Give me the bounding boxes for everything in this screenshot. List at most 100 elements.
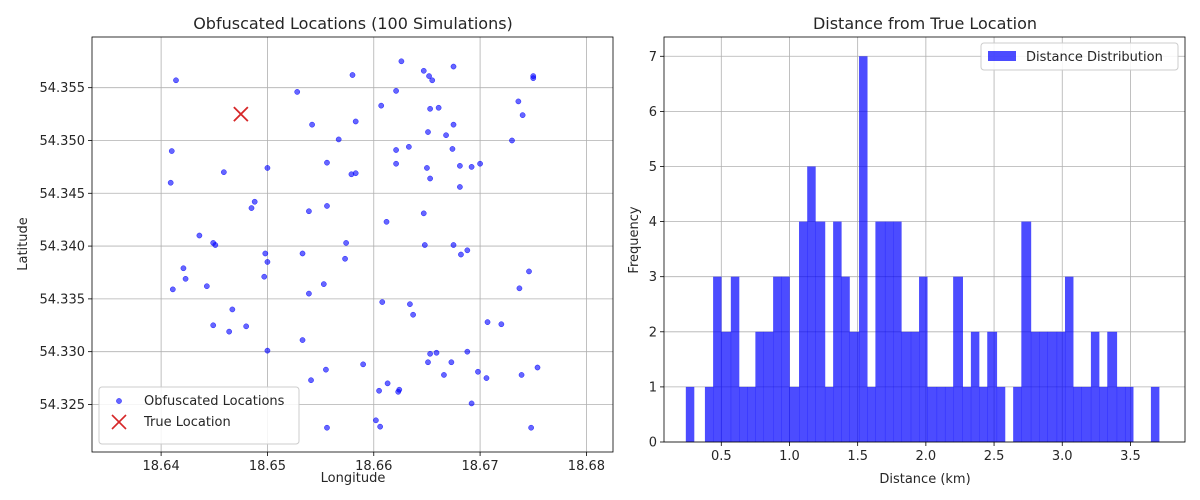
- histogram-bar: [919, 276, 928, 442]
- histogram-bar: [773, 276, 782, 442]
- obfuscated-location-point: [464, 348, 471, 355]
- obfuscated-location-point: [516, 285, 523, 292]
- obfuscated-location-point: [449, 146, 456, 152]
- obfuscated-location-point: [348, 171, 355, 178]
- obfuscated-location-point: [324, 203, 330, 209]
- histogram-y-tick-label: 6: [649, 105, 657, 120]
- obfuscated-location-point: [309, 121, 315, 128]
- obfuscated-location-point: [324, 424, 330, 431]
- histogram-y-tick-label: 4: [649, 215, 657, 230]
- histogram-bar: [1039, 331, 1048, 442]
- histogram-bar: [1064, 276, 1074, 442]
- scatter-y-tick-label: 54.355: [40, 81, 86, 96]
- obfuscated-location-point: [406, 143, 412, 150]
- histogram-bar: [1124, 386, 1134, 442]
- obfuscated-location-point: [378, 102, 385, 109]
- obfuscated-location-point: [349, 72, 356, 78]
- obfuscated-location-point: [468, 400, 475, 407]
- histogram-x-tick-label: 1.5: [847, 449, 868, 464]
- scatter-y-tick-label: 54.350: [40, 134, 86, 149]
- obfuscated-location-point: [220, 169, 227, 176]
- obfuscated-location-point: [420, 67, 427, 74]
- scatter-legend-box: [98, 386, 300, 445]
- histogram-x-tick-label: 1.0: [779, 449, 800, 464]
- scatter-x-tick-label: 18.66: [355, 459, 392, 474]
- histogram-bar: [1107, 331, 1118, 442]
- obfuscated-location-point: [484, 319, 491, 325]
- scatter-x-tick-label: 18.64: [143, 459, 180, 474]
- obfuscated-location-point: [530, 75, 537, 82]
- obfuscated-location-point: [251, 198, 258, 205]
- obfuscated-location-point: [420, 210, 427, 217]
- obfuscated-location-point: [433, 349, 440, 356]
- histogram-x-ticks: 0.5 1.0 1.5 2.0 2.5 3.0 3.5: [711, 442, 1141, 464]
- histogram-bar: [1099, 386, 1108, 442]
- histogram-bar: [867, 386, 876, 442]
- obfuscated-location-point: [450, 242, 457, 248]
- obfuscated-location-point: [323, 366, 329, 373]
- histogram-bar: [781, 276, 790, 442]
- histogram-bar: [1073, 386, 1082, 442]
- histogram-x-tick-label: 2.5: [984, 449, 1005, 464]
- obfuscated-location-point: [226, 328, 233, 335]
- scatter-x-ticks: 18.64 18.65 18.66 18.67 18.68: [143, 452, 605, 474]
- histogram-y-axis-label: Frequency: [627, 206, 642, 273]
- obfuscated-location-point: [435, 104, 442, 111]
- obfuscated-location-point: [395, 388, 402, 395]
- obfuscated-location-point: [169, 286, 176, 293]
- histogram-legend: Distance Distribution: [980, 42, 1179, 71]
- scatter-legend: Obfuscated Locations True Location: [98, 386, 300, 445]
- histogram-bar: [849, 331, 860, 442]
- obfuscated-location-point: [243, 323, 250, 330]
- histogram-bar: [875, 221, 886, 442]
- histogram-bar: [962, 386, 972, 442]
- obfuscated-location-point: [383, 218, 390, 225]
- obfuscated-location-point: [429, 77, 436, 84]
- true-location-marker: [233, 106, 249, 122]
- histogram-bar: [755, 331, 764, 442]
- obfuscated-location-point: [426, 73, 432, 79]
- obfuscated-location-point: [424, 165, 430, 171]
- histogram-x-axis-label: Distance (km): [879, 472, 970, 487]
- obfuscated-location-point: [196, 232, 203, 239]
- histogram-bar: [936, 386, 946, 442]
- obfuscated-location-point: [515, 98, 522, 105]
- histogram-bar: [893, 221, 902, 442]
- obfuscated-location-point: [427, 105, 433, 112]
- obfuscated-location-point: [443, 132, 449, 139]
- histogram-bar: [1056, 331, 1066, 442]
- obfuscated-location-point: [498, 321, 505, 328]
- histogram-bar: [953, 276, 963, 442]
- histogram-bar: [747, 386, 756, 442]
- histogram-bar: [1081, 386, 1092, 442]
- histogram-bar: [1013, 386, 1022, 442]
- obfuscated-location-point: [519, 112, 526, 118]
- histogram-bar: [685, 386, 695, 442]
- scatter-title: Obfuscated Locations (100 Simulations): [193, 14, 513, 33]
- obfuscated-location-point: [475, 368, 481, 375]
- obfuscated-location-point: [528, 424, 534, 431]
- obfuscated-location-point: [526, 268, 532, 275]
- legend-bar-swatch: [988, 51, 1016, 61]
- obfuscated-location-point: [168, 148, 175, 154]
- legend-label-distance: Distance Distribution: [1026, 50, 1163, 65]
- obfuscated-location-point: [384, 380, 391, 387]
- obfuscated-location-point: [203, 283, 210, 290]
- histogram-plot-frame: [663, 36, 1186, 443]
- obfuscated-location-point: [182, 275, 189, 282]
- histogram-bar: [721, 331, 732, 442]
- obfuscated-location-point: [468, 164, 475, 170]
- obfuscated-location-point: [483, 375, 490, 381]
- histogram-bar: [927, 386, 938, 442]
- histogram-legend-box: [980, 42, 1179, 71]
- obfuscated-location-point: [464, 247, 471, 254]
- scatter-points: [167, 58, 541, 431]
- histogram-bar: [815, 221, 826, 442]
- obfuscated-location-point: [320, 281, 327, 287]
- obfuscated-location-point: [373, 417, 379, 424]
- obfuscated-location-point: [425, 129, 431, 135]
- obfuscated-location-point: [261, 273, 268, 280]
- histogram-y-tick-label: 3: [649, 270, 657, 285]
- scatter-y-tick-label: 54.345: [40, 187, 86, 202]
